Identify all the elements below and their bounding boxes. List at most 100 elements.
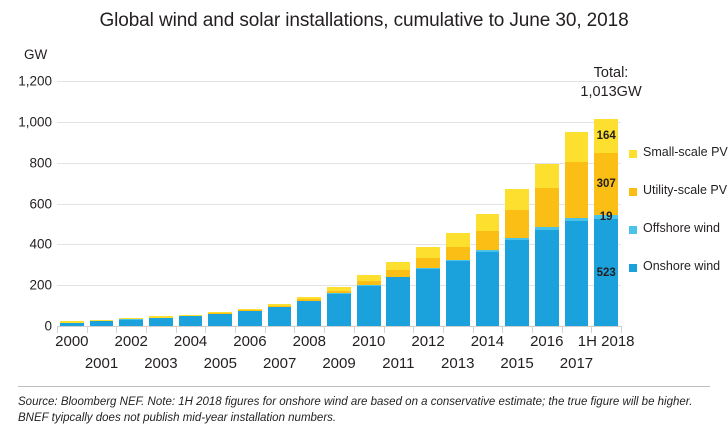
bar-segment-small-scale-pv[interactable]: [178, 314, 203, 316]
bar-segment-small-scale-pv[interactable]: [505, 189, 529, 211]
bar-segment-small-scale-pv[interactable]: [356, 275, 381, 281]
bar-segment-utility-scale-pv[interactable]: [327, 290, 351, 294]
y-tick-label-600: 600: [29, 196, 52, 211]
bar-segment-small-scale-pv[interactable]: [564, 132, 589, 162]
bar-segment-small-scale-pv[interactable]: [267, 303, 292, 306]
bar-column-2002[interactable]: [119, 81, 144, 326]
bar-column-2016[interactable]: [534, 81, 559, 326]
bar-segment-small-scale-pv[interactable]: [89, 319, 114, 322]
bar-column-2001[interactable]: [89, 81, 114, 326]
bar-segment-small-scale-pv[interactable]: [119, 318, 144, 320]
bar-segment-onshore-wind[interactable]: [356, 285, 381, 326]
bar-column-2012[interactable]: [416, 81, 440, 326]
legend-item-onshore-wind[interactable]: Onshore wind: [629, 259, 728, 298]
bar-segment-onshore-wind[interactable]: [416, 269, 440, 326]
bar-segment-offshore-wind[interactable]: [594, 215, 619, 220]
bar-column-2006[interactable]: [238, 81, 262, 326]
bar-segment-onshore-wind[interactable]: [59, 322, 84, 326]
bar-segment-small-scale-pv[interactable]: [475, 213, 500, 231]
bar-segment-utility-scale-pv[interactable]: [267, 305, 292, 307]
bar-segment-onshore-wind[interactable]: [149, 318, 173, 326]
y-tick-label-400: 400: [29, 236, 52, 252]
x-tick-mark: [621, 326, 622, 333]
x-tick-mark: [472, 326, 474, 333]
x-label-2010: 2010: [351, 333, 386, 350]
bar-column-2005[interactable]: [208, 81, 233, 326]
legend-item-small-scale-pv[interactable]: Small-scale PV: [629, 145, 728, 184]
bar-segment-small-scale-pv[interactable]: [416, 247, 440, 259]
bar-segment-onshore-wind[interactable]: [119, 319, 144, 326]
bar-segment-onshore-wind[interactable]: [475, 251, 500, 326]
bar-segment-utility-scale-pv[interactable]: [534, 188, 559, 227]
bar-segment-onshore-wind[interactable]: [267, 306, 292, 326]
bar-segment-utility-scale-pv[interactable]: [564, 161, 589, 218]
bar-segment-onshore-wind[interactable]: [505, 240, 529, 326]
bar-segment-small-scale-pv[interactable]: [297, 296, 322, 300]
plot-area: 164 307 19 523: [57, 81, 621, 327]
bar-segment-small-scale-pv[interactable]: [594, 119, 619, 153]
bar-column-2004[interactable]: [178, 81, 203, 326]
y-tick-label-1000: 1,000: [18, 114, 52, 130]
legend-label: Offshore wind: [643, 221, 720, 235]
bar-segment-offshore-wind[interactable]: [445, 260, 470, 262]
gridline-200: [57, 285, 621, 287]
bar-column-1H-2018[interactable]: [594, 81, 619, 326]
legend-item-utility-scale-pv[interactable]: Utility-scale PV: [629, 183, 728, 222]
bar-segment-small-scale-pv[interactable]: [208, 312, 233, 314]
bar-segment-offshore-wind[interactable]: [564, 217, 589, 222]
bar-segment-onshore-wind[interactable]: [564, 221, 589, 326]
bar-segment-onshore-wind[interactable]: [445, 261, 470, 326]
bar-column-2010[interactable]: [356, 81, 381, 326]
x-tick-mark: [294, 326, 296, 333]
bar-segment-onshore-wind[interactable]: [208, 313, 233, 326]
bar-segment-utility-scale-pv[interactable]: [386, 270, 411, 277]
bar-segment-utility-scale-pv[interactable]: [505, 210, 529, 238]
bar-segment-offshore-wind[interactable]: [534, 227, 559, 230]
bar-segment-offshore-wind[interactable]: [416, 267, 440, 270]
bar-column-2013[interactable]: [445, 81, 470, 326]
bar-segment-utility-scale-pv[interactable]: [594, 152, 619, 216]
legend-item-offshore-wind[interactable]: Offshore wind: [629, 221, 728, 260]
bar-segment-small-scale-pv[interactable]: [386, 261, 411, 271]
bar-column-2000[interactable]: [59, 81, 84, 326]
bar-segment-offshore-wind[interactable]: [475, 249, 500, 252]
x-label-2005: 2005: [203, 355, 237, 372]
bar-segment-small-scale-pv[interactable]: [445, 232, 470, 247]
x-tick-mark: [591, 326, 593, 333]
x-label-2012: 2012: [411, 333, 445, 350]
bar-segment-offshore-wind[interactable]: [356, 284, 381, 286]
bar-segment-onshore-wind[interactable]: [386, 277, 411, 326]
bar-segment-small-scale-pv[interactable]: [238, 309, 262, 311]
bar-segment-utility-scale-pv[interactable]: [416, 258, 440, 269]
x-label-2014: 2014: [470, 333, 505, 350]
x-axis-tick-labels: 2000 2001 2002 2003 2004 2005 2006 2007 2008 2009…: [0, 333, 728, 383]
bar-segment-utility-scale-pv[interactable]: [356, 280, 381, 285]
legend-swatch-utility-scale-pv: [629, 188, 637, 196]
bar-segment-onshore-wind[interactable]: [297, 301, 322, 326]
bar-segment-onshore-wind[interactable]: [178, 316, 203, 326]
gridline-600: [57, 203, 621, 205]
bar-segment-onshore-wind[interactable]: [238, 310, 262, 326]
bar-segment-offshore-wind[interactable]: [386, 276, 411, 278]
bar-segment-small-scale-pv[interactable]: [59, 321, 84, 323]
x-label-2017: 2017: [559, 355, 594, 372]
bar-segment-onshore-wind[interactable]: [89, 321, 114, 326]
bar-column-2017[interactable]: [564, 81, 589, 326]
bar-column-2008[interactable]: [297, 81, 322, 326]
bar-segment-onshore-wind[interactable]: [594, 219, 619, 326]
bar-segment-offshore-wind[interactable]: [505, 237, 529, 241]
bar-column-2003[interactable]: [149, 81, 173, 326]
bar-segment-onshore-wind[interactable]: [534, 229, 559, 326]
bar-column-2015[interactable]: [505, 81, 529, 326]
bar-column-2007[interactable]: [267, 81, 292, 326]
bar-segment-utility-scale-pv[interactable]: [297, 299, 322, 302]
bar-segment-small-scale-pv[interactable]: [327, 286, 351, 291]
bar-column-2009[interactable]: [327, 81, 351, 326]
bar-segment-small-scale-pv[interactable]: [149, 316, 173, 318]
bar-segment-utility-scale-pv[interactable]: [445, 246, 470, 261]
bar-segment-onshore-wind[interactable]: [327, 293, 351, 326]
bar-column-2014[interactable]: [475, 81, 500, 326]
bar-segment-small-scale-pv[interactable]: [534, 163, 559, 189]
bar-segment-utility-scale-pv[interactable]: [475, 230, 500, 250]
bar-column-2011[interactable]: [386, 81, 411, 326]
